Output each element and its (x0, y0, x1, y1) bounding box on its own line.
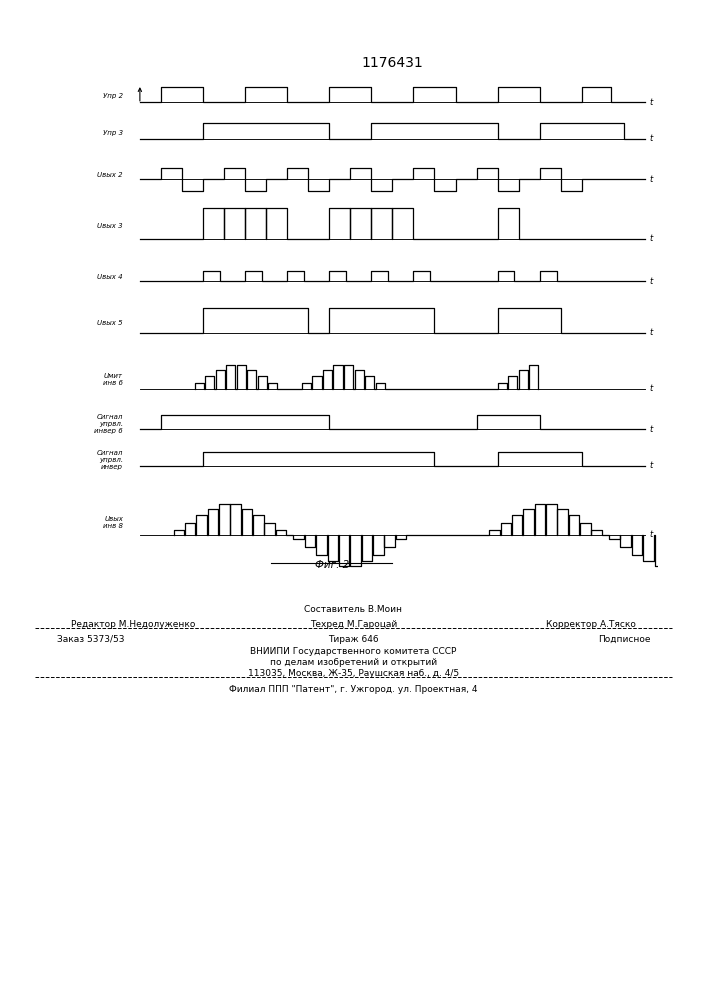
Text: Uвых 4: Uвых 4 (98, 274, 123, 280)
Text: Заказ 5373/53: Заказ 5373/53 (57, 635, 124, 644)
Text: Uвых 3: Uвых 3 (98, 223, 123, 229)
Text: 113035, Москва, Ж-35, Раушская наб., д. 4/5: 113035, Москва, Ж-35, Раушская наб., д. … (248, 669, 459, 678)
Text: ВНИИПИ Государственного комитета СССР: ВНИИПИ Государственного комитета СССР (250, 647, 457, 656)
Text: Упр 3: Упр 3 (103, 130, 123, 136)
Text: Филиал ППП "Патент", г. Ужгород. ул. Проектная, 4: Филиал ППП "Патент", г. Ужгород. ул. Про… (229, 685, 478, 694)
Text: 1176431: 1176431 (361, 56, 423, 70)
Text: t: t (650, 461, 653, 470)
Text: t: t (650, 175, 653, 184)
Text: по делам изобретений и открытий: по делам изобретений и открытий (270, 658, 437, 667)
Text: t: t (650, 384, 653, 393)
Text: Uвых 5: Uвых 5 (98, 320, 123, 326)
Text: t: t (650, 425, 653, 434)
Text: Фиг. 2: Фиг. 2 (315, 560, 349, 570)
Text: Uмит
инв 6: Uмит инв 6 (103, 373, 123, 386)
Text: Корректор А.Тяско: Корректор А.Тяско (547, 620, 636, 629)
Text: Uвых
инв 8: Uвых инв 8 (103, 516, 123, 529)
Text: Упр 2: Упр 2 (103, 93, 123, 99)
Text: Сигнал
упрвл.
инвер 6: Сигнал упрвл. инвер 6 (94, 414, 123, 434)
Text: Uвых 2: Uвых 2 (98, 172, 123, 178)
Text: t: t (650, 134, 653, 143)
Text: t: t (650, 98, 653, 107)
Text: t: t (650, 277, 653, 286)
Text: t: t (650, 530, 653, 539)
Text: Подписное: Подписное (598, 635, 650, 644)
Text: Тираж 646: Тираж 646 (328, 635, 379, 644)
Text: Сигнал
упрвл.
инвер: Сигнал упрвл. инвер (97, 450, 123, 470)
Text: Редактор М.Недолуженко: Редактор М.Недолуженко (71, 620, 195, 629)
Text: t: t (650, 328, 653, 337)
Text: Техред М.Гароцай: Техред М.Гароцай (310, 620, 397, 629)
Text: Составитель В.Моин: Составитель В.Моин (305, 605, 402, 614)
Text: t: t (650, 234, 653, 243)
